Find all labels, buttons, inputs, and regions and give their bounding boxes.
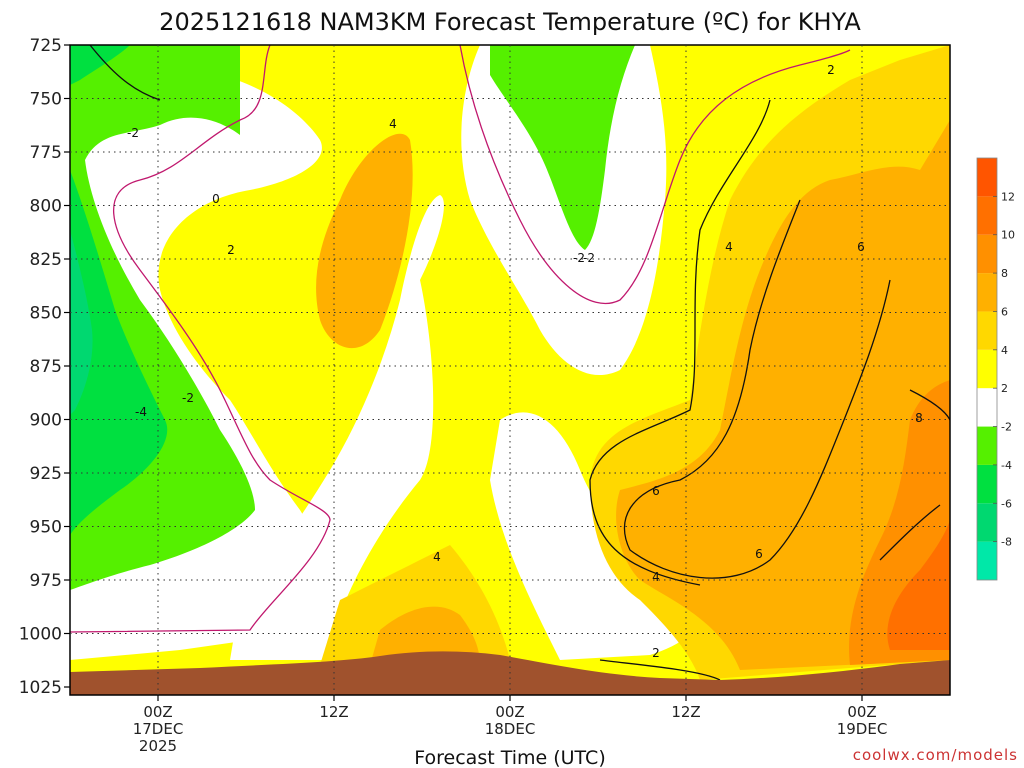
contour-label: 2: [227, 243, 235, 257]
grid: [70, 45, 950, 695]
colorbar-swatch: [977, 273, 997, 312]
warm-region-6b: [316, 133, 413, 349]
isotherm-6-right: [623, 199, 891, 579]
contour-lines: [70, 45, 950, 681]
x-tick-label: 12Z: [671, 703, 700, 721]
contour-label: 2: [652, 646, 660, 660]
contour-label: -4: [135, 405, 147, 419]
colorbar-label: -4: [1001, 459, 1012, 472]
contour-label: -2: [182, 391, 194, 405]
contour-label: 8: [915, 411, 923, 425]
colorbar-label: 8: [1001, 267, 1008, 280]
contour-labels: -2 0 -2 2 4 -2 -4 -2 4 2 4 6 8 6 6 4 2: [127, 63, 923, 660]
colorbar-frame: [976, 157, 998, 581]
y-tick-label: 750: [30, 90, 62, 110]
colorbar-label: 12: [1001, 190, 1015, 203]
x-tick-label: 19DEC: [837, 720, 888, 738]
colorbar-swatch: [977, 388, 997, 427]
colorbar-swatch: [977, 541, 997, 580]
chart-title: 2025121618 NAM3KM Forecast Temperature (…: [159, 8, 861, 36]
colorbar-swatch: [977, 196, 997, 235]
colorbar-label: -8: [1001, 536, 1012, 549]
y-tick-label: 1000: [19, 625, 62, 645]
warm-region-10: [887, 520, 950, 650]
zero-isotherm-2: [459, 45, 851, 305]
contour-label: 6: [857, 240, 865, 254]
colorbar-swatch: [977, 464, 997, 504]
contour-label: 4: [725, 240, 733, 254]
y-tick-label: 825: [30, 250, 62, 270]
cold-region-green2: [70, 45, 168, 535]
x-tick-label: 00Z: [495, 703, 524, 721]
mid-green-region: [490, 45, 635, 250]
x-tick-label: 18DEC: [485, 720, 536, 738]
colorbar-label: 2: [1001, 382, 1008, 395]
y-tick-label: 725: [30, 36, 62, 56]
contour-label: -2: [583, 251, 595, 265]
colorbar-label: 6: [1001, 305, 1008, 318]
y-tick-label: 775: [30, 143, 62, 163]
y-tick-label: 975: [30, 571, 62, 591]
y-tick-label: 1025: [19, 678, 62, 698]
contour-label: 4: [389, 117, 397, 131]
contour-label: -2: [573, 251, 585, 265]
cold-region-green3: [70, 230, 93, 415]
colorbar-swatch: [977, 349, 997, 389]
y-tick-label: 900: [30, 411, 62, 431]
plot-area: [70, 45, 950, 695]
colorbar-label: 10: [1001, 229, 1015, 242]
credit-text: coolwx.com/models: [853, 746, 1018, 764]
contour-label: 6: [652, 484, 660, 498]
y-tick-label: 950: [30, 518, 62, 538]
x-axis-label: Forecast Time (UTC): [414, 747, 605, 768]
x-tick-label: 2025: [139, 737, 177, 755]
x-tick-label: 00Z: [847, 703, 876, 721]
zero-isotherm-1: [70, 45, 331, 633]
x-tick-label: 17DEC: [133, 720, 184, 738]
colorbar: 12 10 8 6 4 2 -2 -4 -6 -8: [976, 157, 1015, 581]
contour-label: 6: [755, 547, 763, 561]
colorbar-label: -6: [1001, 497, 1012, 510]
contour-label: 4: [652, 570, 660, 584]
contour-label: -2: [127, 126, 139, 140]
y-tick-label: 875: [30, 357, 62, 377]
isotherm-2: [89, 45, 721, 681]
contour-label: 0: [212, 192, 220, 206]
warm-region-low2: [370, 606, 480, 665]
colorbar-swatch: [977, 426, 997, 465]
y-tick-label: 850: [30, 304, 62, 324]
x-tick-label: 12Z: [319, 703, 348, 721]
colorbar-label: -2: [1001, 421, 1012, 434]
y-tick-label: 925: [30, 464, 62, 484]
warm-region-6: [616, 120, 950, 670]
x-tick-label: 00Z: [143, 703, 172, 721]
colorbar-swatch: [977, 311, 997, 350]
colorbar-label: 4: [1001, 344, 1008, 357]
y-axis: 725 750 775 800 825 850 875 900 925 950 975 1000 102…: [19, 36, 70, 698]
isotherm-4-right: [589, 99, 771, 586]
contour-label: 4: [433, 550, 441, 564]
isotherm-8-right: [879, 389, 950, 561]
colorbar-swatch: [977, 234, 997, 274]
contour-label: 2: [827, 63, 835, 77]
colorbar-swatch: [977, 503, 997, 542]
lower-white-region: [230, 195, 444, 660]
colorbar-swatch: [977, 158, 997, 197]
y-tick-label: 800: [30, 197, 62, 217]
